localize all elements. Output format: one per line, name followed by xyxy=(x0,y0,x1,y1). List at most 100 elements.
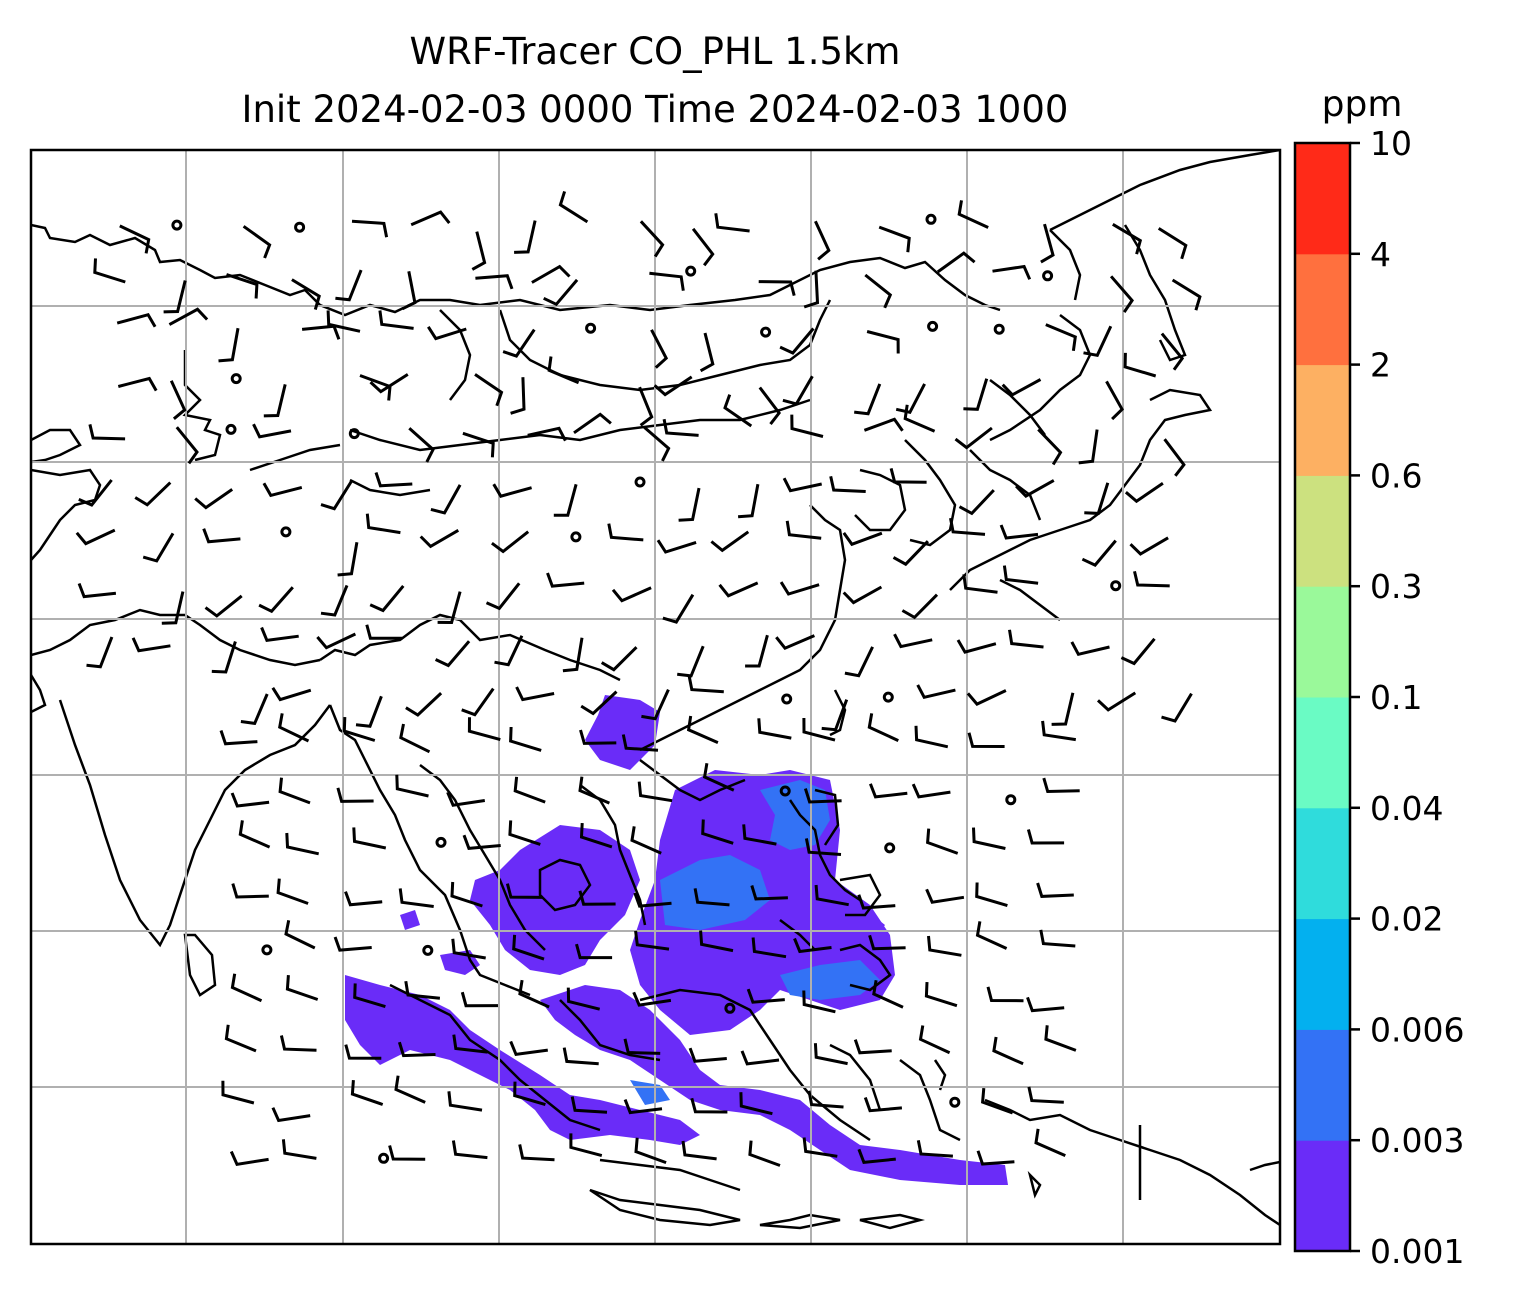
wind-barb xyxy=(316,632,357,650)
wind-barb xyxy=(992,264,1032,280)
wind-barbs xyxy=(75,190,1202,1167)
wind-barb xyxy=(580,690,618,716)
wind-barb xyxy=(86,636,114,669)
wind-barb xyxy=(131,637,171,653)
wind-barb xyxy=(404,980,441,1000)
wind-barb xyxy=(803,788,842,804)
wind-barb xyxy=(779,581,820,596)
wind-barb xyxy=(1157,227,1188,260)
wind-barb xyxy=(513,776,546,804)
calm-circle xyxy=(435,836,447,848)
wind-barb xyxy=(785,520,822,540)
wind-barb xyxy=(514,220,537,254)
wind-barb xyxy=(963,378,989,411)
wind-barb xyxy=(600,646,638,672)
wind-barb xyxy=(927,935,962,957)
wind-barb xyxy=(558,190,589,224)
calm-circle xyxy=(378,1152,390,1164)
wind-barb xyxy=(271,687,312,702)
wind-barb xyxy=(878,225,911,253)
wind-barb xyxy=(1034,1128,1066,1157)
wind-barb xyxy=(460,991,499,1008)
colorbar-swatch xyxy=(1295,1140,1350,1252)
wind-barb xyxy=(163,280,187,314)
wind-barb xyxy=(320,584,349,617)
wind-barb xyxy=(903,404,936,433)
wind-barb xyxy=(869,783,908,799)
colorbar-tick-label: 0.04 xyxy=(1370,789,1443,828)
wind-barb xyxy=(485,582,521,611)
colorbar-swatch xyxy=(1295,807,1350,920)
wind-barb xyxy=(966,689,1007,706)
wind-barb xyxy=(230,973,263,1003)
wind-barb xyxy=(677,645,705,678)
wind-barb xyxy=(723,394,753,428)
wind-barb xyxy=(230,792,270,808)
wind-barb xyxy=(395,774,429,798)
wind-barb xyxy=(790,414,824,438)
wind-barb xyxy=(562,637,584,673)
wind-barb xyxy=(168,307,209,326)
colorbar-tick-label: 10 xyxy=(1370,124,1412,163)
wind-barb xyxy=(229,1150,269,1166)
wind-barb xyxy=(936,251,976,274)
wind-barb xyxy=(745,634,769,668)
wind-barb xyxy=(889,468,927,484)
calm-circle xyxy=(230,373,242,385)
wind-barb xyxy=(637,781,673,803)
wind-barb xyxy=(513,1081,546,1107)
wind-barb xyxy=(573,412,612,435)
calm-circle xyxy=(585,322,597,334)
wind-barb xyxy=(579,729,617,745)
wind-barb xyxy=(686,715,719,744)
wind-barb xyxy=(758,280,796,296)
wind-barb xyxy=(802,990,836,1014)
wind-barb xyxy=(868,934,906,951)
wind-barb xyxy=(975,882,1008,908)
wind-barb xyxy=(1109,275,1134,313)
wind-barb xyxy=(999,524,1039,540)
wind-barb xyxy=(430,484,462,515)
wind-barb xyxy=(1042,777,1080,794)
wind-barb xyxy=(633,892,672,908)
wind-barb xyxy=(515,686,555,702)
wind-barb xyxy=(335,269,363,302)
wind-barb xyxy=(337,541,359,577)
wind-barb xyxy=(863,417,904,432)
wind-barb xyxy=(578,890,616,906)
wind-barb xyxy=(434,640,471,668)
wind-barb xyxy=(353,983,386,1009)
wind-barb xyxy=(1078,429,1099,465)
wind-barb xyxy=(1001,378,1042,397)
wind-barb xyxy=(1171,278,1202,311)
wind-barb xyxy=(972,827,1006,850)
wind-barb xyxy=(802,717,836,742)
wind-barb xyxy=(221,1080,255,1105)
colorbar-tick-label: 0.1 xyxy=(1370,678,1422,717)
wind-barb xyxy=(895,383,926,415)
wind-barb xyxy=(142,532,175,563)
wind-barb xyxy=(202,528,241,544)
wind-barb xyxy=(579,823,613,849)
wind-barb xyxy=(451,938,486,960)
wind-barb xyxy=(351,219,389,238)
wind-barb xyxy=(678,487,701,522)
wind-barb xyxy=(690,1097,728,1114)
wind-barb xyxy=(365,513,401,535)
wind-barb xyxy=(925,888,965,904)
wind-barb xyxy=(427,325,467,341)
wind-barb xyxy=(916,684,956,700)
wind-barb xyxy=(492,483,532,498)
wind-barb xyxy=(918,1025,951,1055)
wind-barb xyxy=(746,988,785,1004)
wind-barb xyxy=(1105,380,1124,421)
wind-barb xyxy=(867,713,899,742)
colorbar-swatch xyxy=(1295,475,1350,587)
wind-barb xyxy=(1041,720,1077,742)
title-line-1: WRF-Tracer CO_PHL 1.5km xyxy=(409,30,901,73)
wind-barb xyxy=(962,574,998,594)
wind-barb xyxy=(750,885,788,901)
calm-circle xyxy=(927,320,939,332)
wind-barb xyxy=(262,482,303,498)
